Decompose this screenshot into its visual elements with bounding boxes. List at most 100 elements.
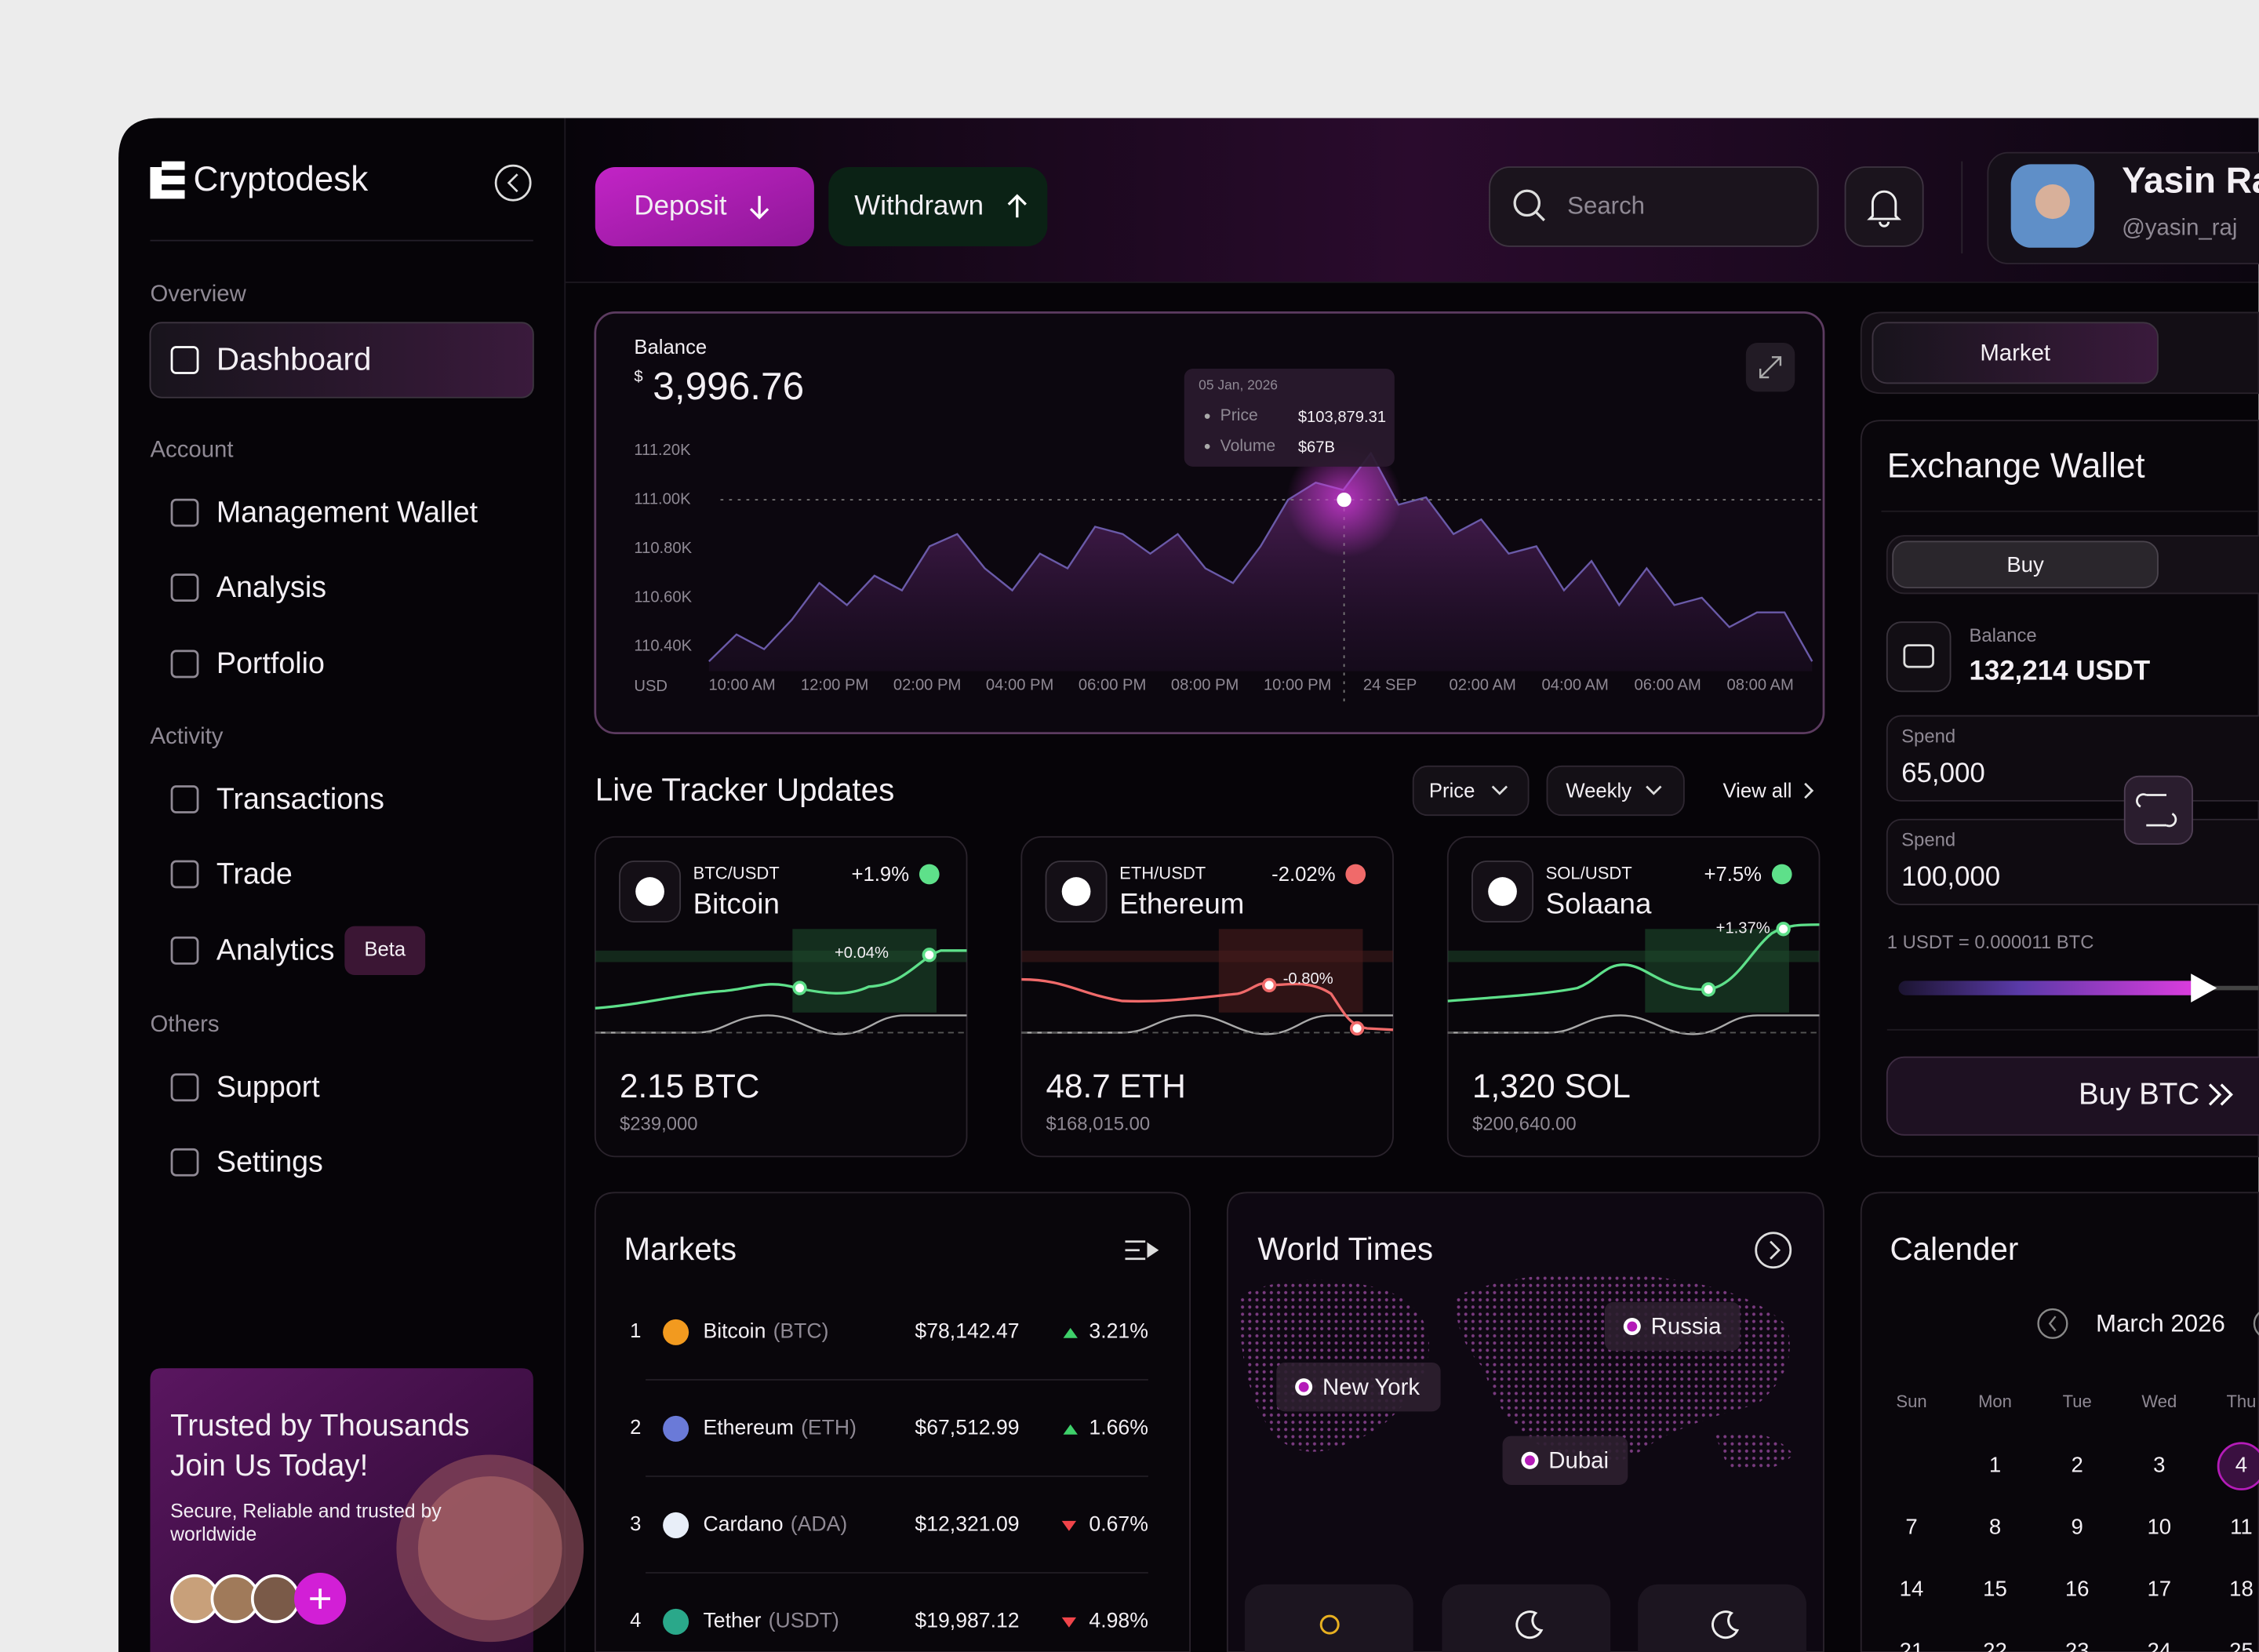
day[interactable]: 10	[2147, 1514, 2171, 1538]
swap-button[interactable]	[2123, 775, 2193, 845]
y-tick-label: 110.80K	[634, 540, 692, 557]
nav-item[interactable]: Portfolio	[216, 646, 325, 679]
promo-text: Secure, Reliable and trusted by	[170, 1501, 442, 1522]
coin-symbol: (ETH)	[801, 1415, 857, 1439]
x-tick-label: 10:00 PM	[1264, 676, 1331, 693]
x-tick-label: 08:00 AM	[1727, 676, 1794, 693]
nav-item[interactable]: Trade	[216, 857, 293, 890]
markets-list: 1 Bitcoin (BTC) $78,142.47 3.21% 2 Ethereum (ET…	[630, 1319, 1148, 1635]
nav-item[interactable]: Management Wallet	[216, 495, 478, 528]
nav-icon	[170, 785, 199, 813]
city-tag[interactable]	[1604, 1301, 1741, 1352]
day[interactable]: 16	[2065, 1576, 2090, 1600]
day[interactable]: 1	[1989, 1452, 2001, 1476]
balance-amount: 3,996.76	[653, 364, 804, 408]
tracker-title: Live Tracker Updates	[595, 772, 895, 808]
slider-thumb[interactable]	[2191, 973, 2217, 1002]
tooltip-bullet	[1204, 443, 1210, 449]
map-oceania	[1714, 1432, 1794, 1472]
city-tag[interactable]	[1502, 1435, 1628, 1486]
tracker-card[interactable]	[594, 835, 968, 1158]
day[interactable]: 21	[1900, 1638, 1924, 1652]
tracker-card[interactable]	[1446, 835, 1821, 1158]
promo-title: Join Us Today!	[170, 1449, 368, 1483]
search-placeholder: Search	[1567, 192, 1645, 220]
day[interactable]: 3	[2153, 1452, 2165, 1476]
pair: ETH/USDT	[1119, 863, 1206, 882]
withdraw-button[interactable]	[828, 166, 1048, 246]
day[interactable]: 9	[2071, 1514, 2083, 1538]
buy-btc-button[interactable]	[1886, 1056, 2259, 1136]
y-tick-label: 110.40K	[634, 638, 692, 655]
day[interactable]: 7	[1905, 1514, 1917, 1538]
spark-glow	[1021, 950, 1394, 962]
calendar-card	[1860, 1192, 2259, 1652]
bell-icon	[1867, 190, 1902, 227]
world-next[interactable]	[1755, 1232, 1792, 1269]
promo-title: Trusted by Thousands	[170, 1409, 469, 1443]
x-tick-label: 08:00 PM	[1171, 676, 1239, 693]
x-tick-label: 02:00 PM	[893, 676, 961, 693]
sun-icon	[1319, 1614, 1340, 1635]
nav-item[interactable]: Transactions	[216, 782, 384, 815]
day[interactable]: 25	[2229, 1638, 2254, 1652]
chevron	[1491, 785, 1508, 795]
calendar-month: March 2026	[2096, 1309, 2225, 1337]
beta-text: Beta	[364, 939, 406, 961]
down-arrow	[1061, 1520, 1077, 1531]
day[interactable]: 15	[1983, 1576, 2007, 1600]
market-tab[interactable]	[1872, 322, 2159, 384]
coin-name: Tether	[704, 1608, 762, 1632]
search-icon-handle	[1534, 210, 1545, 222]
day[interactable]: 24	[2147, 1638, 2171, 1652]
day[interactable]: 14	[1900, 1576, 1924, 1600]
view-all[interactable]: View all	[1722, 781, 1792, 802]
coin-name: Bitcoin	[693, 888, 780, 920]
buy-tab[interactable]	[1892, 540, 2159, 589]
spark-point	[792, 981, 807, 995]
nav-item[interactable]: Dashboard	[216, 341, 372, 377]
spark-point	[1701, 982, 1716, 997]
city-tag[interactable]	[1276, 1362, 1441, 1412]
collapse-button[interactable]	[494, 164, 532, 202]
rank: 4	[630, 1610, 641, 1632]
filter-button[interactable]	[1412, 765, 1530, 817]
nav-item[interactable]: Analysis	[216, 570, 326, 603]
profile-face	[2035, 184, 2070, 220]
exchange-title: Exchange Wallet	[1887, 446, 2145, 485]
deposit-button[interactable]	[595, 166, 814, 246]
search-box[interactable]	[1489, 166, 1819, 247]
day[interactable]: 2	[2071, 1452, 2083, 1476]
change: 1.66%	[1089, 1415, 1148, 1439]
filter-label: Weekly	[1566, 781, 1632, 802]
next-month[interactable]	[2253, 1309, 2259, 1338]
nav-item[interactable]: Support	[216, 1070, 320, 1103]
spend-value: 100,000	[1901, 861, 2000, 892]
change: 4.98%	[1089, 1608, 1148, 1632]
coin-name: Bitcoin	[704, 1319, 766, 1342]
user-name: Yasin Raj	[2122, 159, 2259, 200]
markets-menu[interactable]	[1125, 1240, 1159, 1261]
buy-tab-label: Buy	[2006, 552, 2044, 577]
prev-month[interactable]	[2037, 1308, 2068, 1339]
city-name: Dubai	[1548, 1447, 1609, 1473]
filter-button[interactable]	[1546, 765, 1685, 817]
tracker-cards: +0.04% BTC/USDT Bitcoin +1.9% 2.15 BTC $239,0…	[594, 835, 1821, 1158]
day[interactable]: 22	[1983, 1638, 2007, 1652]
up-arrow	[1063, 1424, 1078, 1435]
day[interactable]: 4	[2235, 1452, 2247, 1476]
notification-button[interactable]	[1844, 166, 1924, 247]
day[interactable]: 8	[1989, 1514, 2001, 1538]
nav-item[interactable]: Analytics	[216, 933, 335, 966]
change-icon	[1771, 864, 1792, 885]
coin-symbol: (USDT)	[769, 1608, 839, 1632]
day[interactable]: 18	[2229, 1576, 2254, 1600]
nav-item[interactable]: Settings	[216, 1145, 323, 1178]
coin-icon	[663, 1608, 689, 1635]
buy-btc-icon	[2208, 1083, 2233, 1106]
day[interactable]: 17	[2147, 1576, 2171, 1600]
day[interactable]: 11	[2230, 1514, 2253, 1538]
day[interactable]: 23	[2065, 1638, 2090, 1652]
